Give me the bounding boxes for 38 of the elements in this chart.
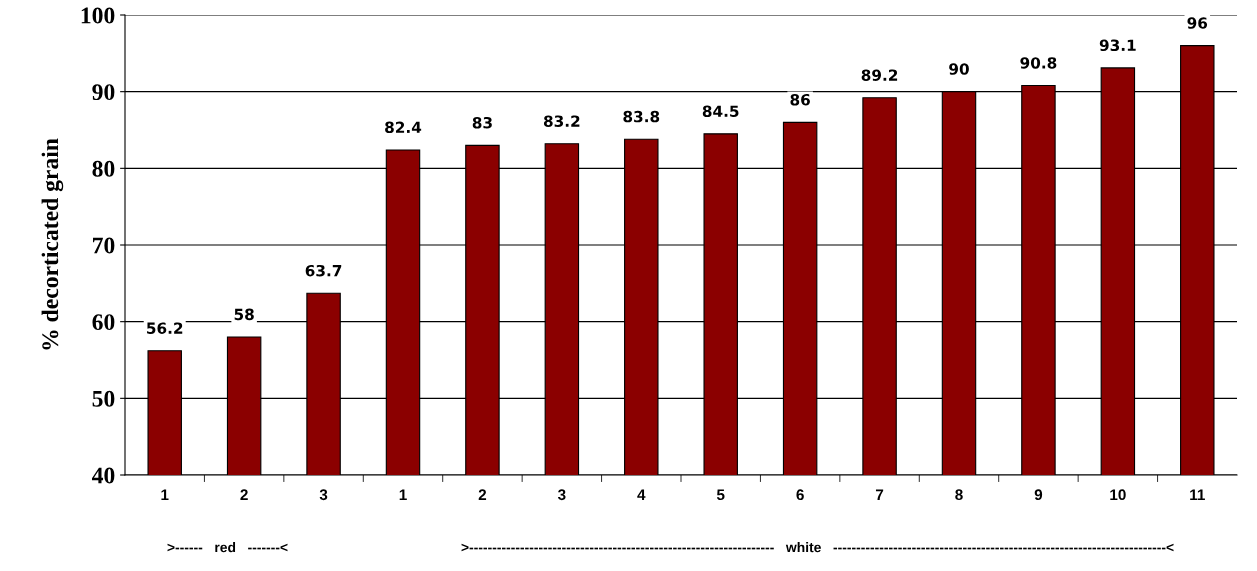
data-label: 90.8: [1020, 57, 1057, 69]
x-tick-label: 3: [319, 489, 328, 501]
y-tick-label: 80: [92, 160, 115, 177]
x-tick-label: 11: [1190, 489, 1205, 500]
data-label: 86: [790, 93, 810, 106]
y-tick-label: 60: [92, 314, 115, 331]
x-tick-label: 9: [1034, 489, 1043, 501]
x-tick-label: 10: [1110, 489, 1126, 501]
y-tick-label: 90: [92, 84, 115, 101]
data-label: 63.7: [305, 264, 342, 277]
x-tick-label: 7: [875, 489, 884, 500]
x-tick-label: 1: [399, 489, 407, 500]
data-label: 83.2: [543, 115, 580, 127]
y-axis-title: % decorticated grain: [41, 138, 64, 350]
data-label: 58: [234, 308, 254, 321]
x-tick-label: 6: [796, 489, 804, 501]
y-tick-label: 50: [92, 390, 115, 407]
x-tick-label: 2: [478, 489, 487, 500]
data-label: 93.1: [1099, 39, 1136, 52]
data-label: 84.5: [702, 105, 739, 117]
x-tick-label: 5: [716, 489, 725, 501]
data-label: 89.2: [861, 69, 898, 81]
y-tick-label: 70: [93, 237, 115, 254]
data-label: 82.4: [385, 121, 422, 134]
data-label: 56.2: [147, 322, 183, 334]
y-tick-label: 100: [81, 7, 115, 24]
x-tick-label: 2: [240, 489, 248, 500]
text: >------ red -------<: [167, 542, 288, 553]
x-tick-label: 4: [637, 489, 646, 500]
y-tick-label: 40: [91, 467, 115, 484]
data-label: 96: [1187, 17, 1208, 29]
data-label: 83: [472, 116, 492, 129]
x-tick-label: 3: [557, 489, 566, 501]
x-tick-label: 1: [161, 489, 169, 500]
data-label: 90: [949, 63, 969, 75]
x-tick-label: 8: [955, 489, 963, 501]
data-label: 83.8: [623, 110, 660, 123]
text: >------------------------------------------------------------------ white ------------------------------------------------------------------------<: [461, 542, 1174, 553]
